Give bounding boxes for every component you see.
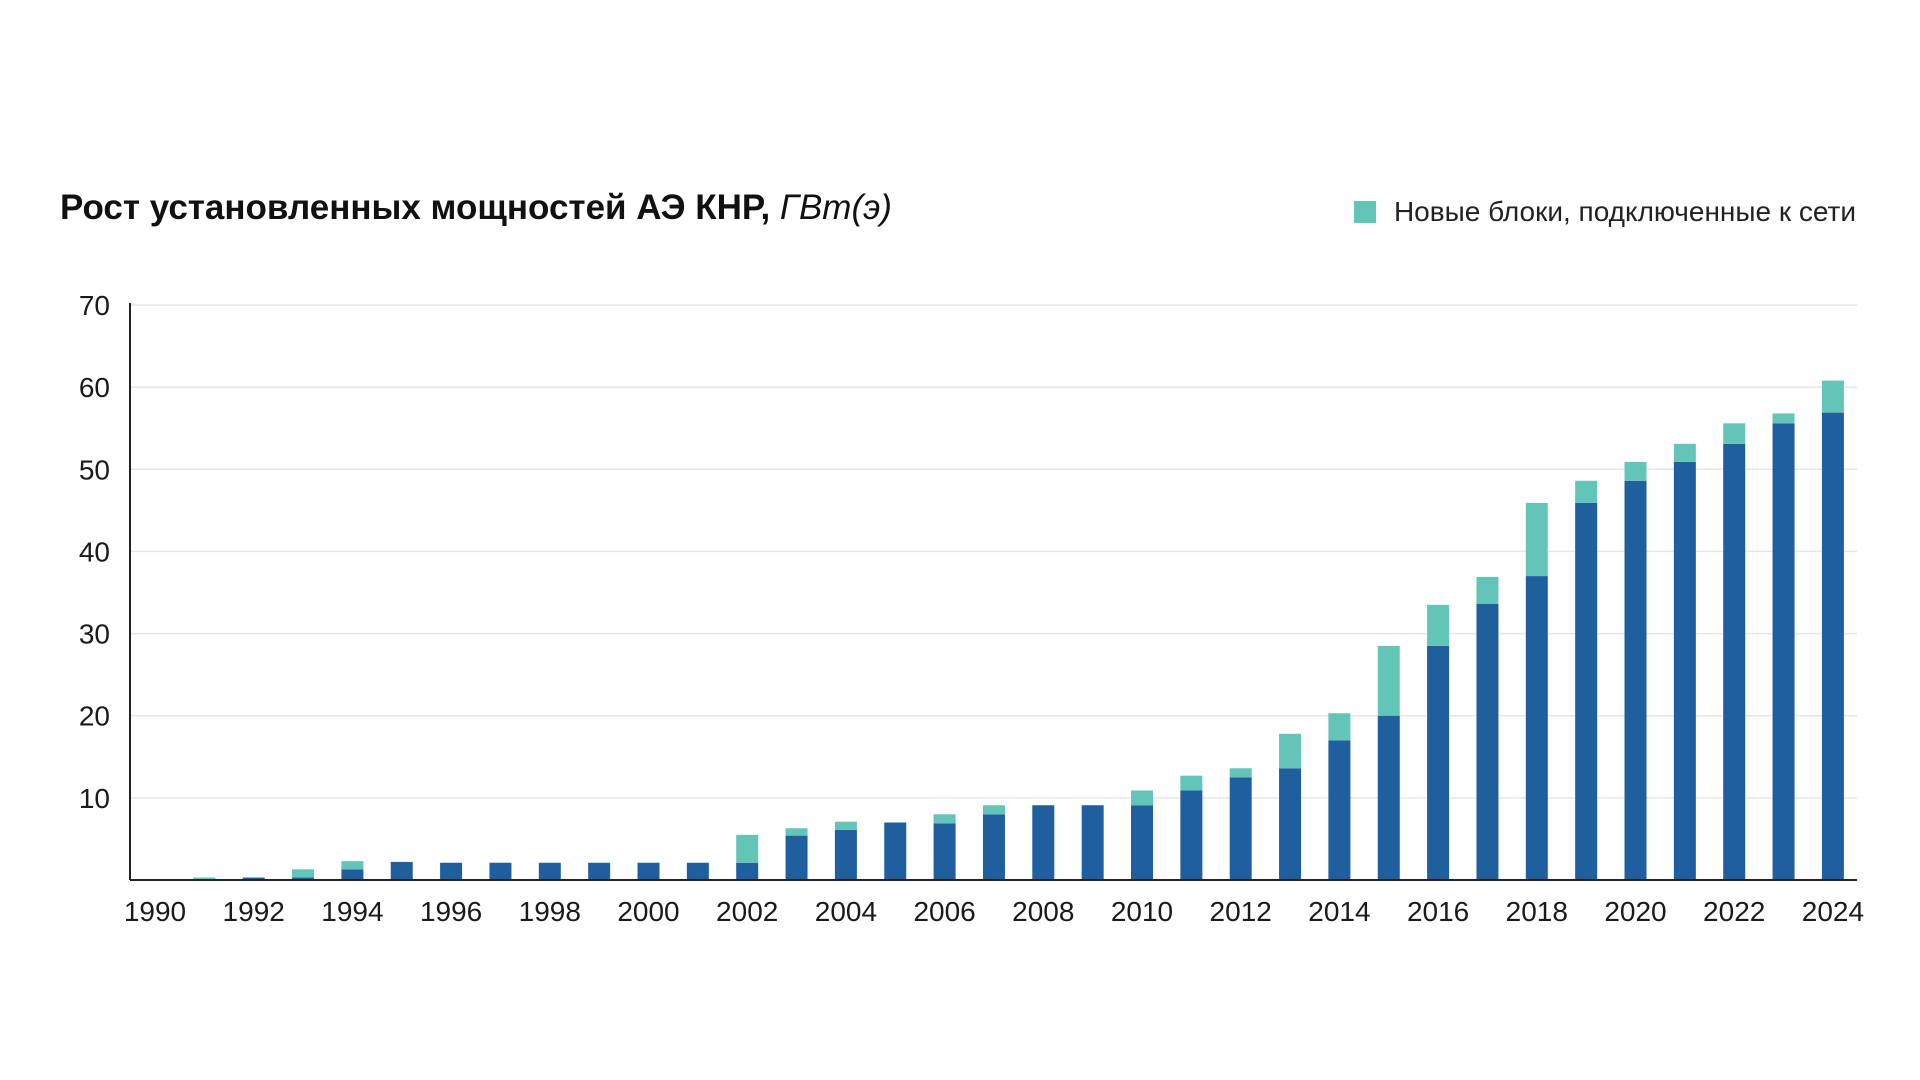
bar-new-2006 <box>933 814 956 824</box>
bar-existing-1997 <box>489 862 512 880</box>
bar-new-2013 <box>1279 733 1302 769</box>
bar-new-2012 <box>1229 768 1252 778</box>
bar-existing-2016 <box>1427 645 1450 880</box>
bar-existing-1992 <box>242 877 265 880</box>
bar-existing-2010 <box>1131 805 1153 880</box>
bar-new-2024 <box>1821 380 1844 413</box>
bar-new-2021 <box>1673 443 1696 462</box>
bar-existing-2002 <box>736 862 759 880</box>
bar-existing-2023 <box>1772 423 1795 880</box>
bar-existing-2005 <box>884 822 907 880</box>
bar-new-2020 <box>1624 461 1647 481</box>
bar-new-2023 <box>1772 413 1795 424</box>
gridlines <box>130 304 1857 799</box>
bar-existing-2018 <box>1525 576 1548 880</box>
bar-existing-2004 <box>834 829 857 880</box>
bar-existing-1998 <box>538 862 561 880</box>
bar-existing-1994 <box>341 869 364 880</box>
x-tick-label-1996: 1996 <box>420 896 482 927</box>
bar-existing-2013 <box>1279 768 1302 880</box>
x-tick-label-2004: 2004 <box>815 896 877 927</box>
bar-new-2015 <box>1377 645 1400 716</box>
x-tick-label-2024: 2024 <box>1802 896 1864 927</box>
bar-new-2002 <box>736 834 759 863</box>
x-tick-label-2006: 2006 <box>913 896 975 927</box>
x-tick-label-2010: 2010 <box>1111 896 1173 927</box>
bar-existing-2020 <box>1624 480 1647 880</box>
axes <box>129 303 1857 881</box>
bar-new-2014 <box>1328 713 1351 741</box>
bar-existing-2015 <box>1377 715 1400 880</box>
x-tick-label-1994: 1994 <box>321 896 383 927</box>
x-tick-label-2016: 2016 <box>1407 896 1469 927</box>
bar-new-2016 <box>1427 604 1450 646</box>
bar-new-2004 <box>834 821 857 830</box>
chart-legend: Новые блоки, подключенные к сети <box>1353 196 1856 228</box>
x-tick-label-2018: 2018 <box>1506 896 1568 927</box>
y-tick-label-50: 50 <box>79 454 110 485</box>
bar-existing-1993 <box>292 877 315 880</box>
bar-new-2017 <box>1476 576 1499 604</box>
bars <box>193 380 1844 880</box>
bar-existing-2024 <box>1821 412 1844 880</box>
bar-existing-2003 <box>785 835 808 880</box>
bar-existing-1999 <box>588 862 611 880</box>
bar-existing-2012 <box>1229 777 1252 880</box>
bar-new-2011 <box>1180 775 1203 791</box>
y-tick-label-20: 20 <box>79 701 110 732</box>
bar-existing-2000 <box>637 862 660 880</box>
bar-existing-2022 <box>1723 443 1746 880</box>
x-tick-label-2008: 2008 <box>1012 896 1074 927</box>
bar-new-1993 <box>292 869 315 878</box>
x-axis-tick-labels: 1990 1992 1994 1996 1998 2000 2002 2004 2006 2008… <box>124 896 1864 927</box>
chart-title-text: Рост установленных мощностей АЭ КНР, <box>60 188 771 227</box>
y-tick-label-10: 10 <box>79 783 110 814</box>
chart-header: Рост установленных мощностей АЭ КНР, ГВт… <box>0 0 1920 260</box>
x-tick-label-2000: 2000 <box>617 896 679 927</box>
x-tick-label-1992: 1992 <box>223 896 285 927</box>
bar-new-1994 <box>341 861 364 870</box>
bar-existing-1996 <box>440 862 463 880</box>
x-tick-label-1990: 1990 <box>124 896 186 927</box>
bar-existing-2008 <box>1032 805 1055 880</box>
y-tick-label-30: 30 <box>79 619 110 650</box>
legend-swatch-new-units <box>1353 201 1376 223</box>
bar-existing-2019 <box>1575 502 1598 880</box>
bar-new-2019 <box>1575 480 1598 503</box>
bar-existing-2017 <box>1476 604 1499 880</box>
y-tick-label-60: 60 <box>79 372 110 403</box>
bar-existing-1995 <box>390 861 413 880</box>
bar-existing-2011 <box>1180 790 1203 880</box>
bar-new-2007 <box>982 805 1005 815</box>
bar-existing-2021 <box>1673 461 1696 880</box>
y-tick-label-70: 70 <box>79 290 110 321</box>
bar-new-2003 <box>785 828 808 836</box>
bar-new-2022 <box>1723 423 1746 444</box>
bar-existing-2001 <box>686 862 709 880</box>
x-tick-label-2002: 2002 <box>716 896 778 927</box>
y-axis-tick-labels: 10 20 30 40 50 60 70 <box>79 290 110 814</box>
bar-existing-2014 <box>1328 740 1351 880</box>
x-tick-label-2012: 2012 <box>1210 896 1272 927</box>
x-tick-label-2022: 2022 <box>1703 896 1765 927</box>
x-tick-label-2020: 2020 <box>1604 896 1666 927</box>
bar-existing-2009 <box>1081 805 1104 880</box>
bar-new-2018 <box>1525 502 1548 577</box>
bar-existing-2007 <box>982 814 1005 880</box>
bar-new-2010 <box>1131 790 1153 806</box>
bar-existing-2006 <box>933 823 956 880</box>
chart-title-unit: ГВт(э) <box>779 188 892 227</box>
x-tick-label-2014: 2014 <box>1308 896 1370 927</box>
bar-new-1991 <box>193 877 216 880</box>
x-tick-label-1998: 1998 <box>519 896 581 927</box>
chart-title: Рост установленных мощностей АЭ КНР, ГВт… <box>60 188 892 228</box>
legend-label-new-units: Новые блоки, подключенные к сети <box>1393 196 1856 227</box>
y-tick-label-40: 40 <box>79 536 110 567</box>
